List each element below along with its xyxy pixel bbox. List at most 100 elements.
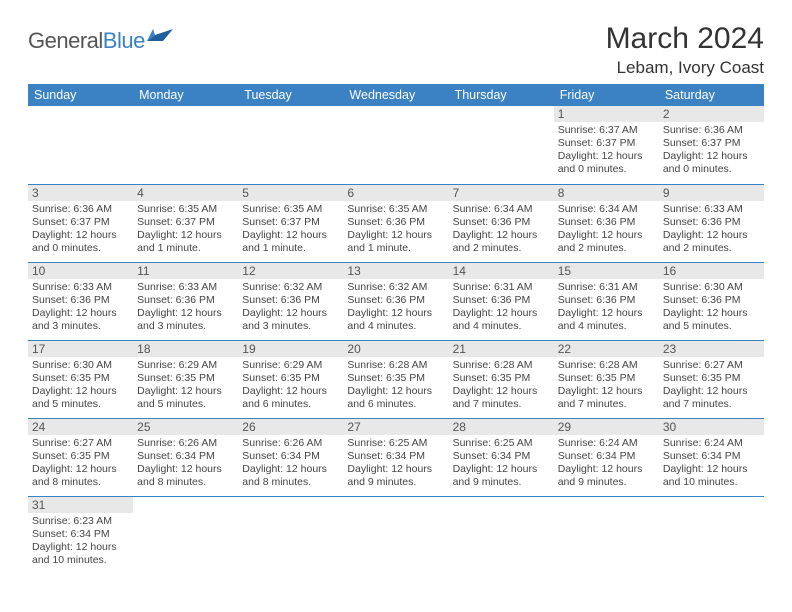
sunset-text: Sunset: 6:35 PM <box>663 372 760 385</box>
weekday-header: Tuesday <box>238 84 343 106</box>
sunrise-text: Sunrise: 6:31 AM <box>558 281 655 294</box>
day-number: 22 <box>554 341 659 357</box>
calendar-cell: 9Sunrise: 6:33 AMSunset: 6:36 PMDaylight… <box>659 184 764 262</box>
calendar-row: 10Sunrise: 6:33 AMSunset: 6:36 PMDayligh… <box>28 262 764 340</box>
sunrise-text: Sunrise: 6:24 AM <box>663 437 760 450</box>
day-number: 16 <box>659 263 764 279</box>
sunrise-text: Sunrise: 6:33 AM <box>137 281 234 294</box>
calendar-cell: 28Sunrise: 6:25 AMSunset: 6:34 PMDayligh… <box>449 418 554 496</box>
sunrise-text: Sunrise: 6:23 AM <box>32 515 129 528</box>
day-number: 13 <box>343 263 448 279</box>
day-number: 10 <box>28 263 133 279</box>
sunset-text: Sunset: 6:36 PM <box>347 294 444 307</box>
sunset-text: Sunset: 6:34 PM <box>32 528 129 541</box>
calendar-cell: 11Sunrise: 6:33 AMSunset: 6:36 PMDayligh… <box>133 262 238 340</box>
calendar-row: 24Sunrise: 6:27 AMSunset: 6:35 PMDayligh… <box>28 418 764 496</box>
sunrise-text: Sunrise: 6:29 AM <box>137 359 234 372</box>
sunset-text: Sunset: 6:34 PM <box>663 450 760 463</box>
daylight-text: Daylight: 12 hours and 9 minutes. <box>347 463 444 489</box>
calendar-cell <box>238 106 343 184</box>
day-content: Sunrise: 6:24 AMSunset: 6:34 PMDaylight:… <box>554 435 659 494</box>
day-number: 19 <box>238 341 343 357</box>
daylight-text: Daylight: 12 hours and 5 minutes. <box>663 307 760 333</box>
location-subtitle: Lebam, Ivory Coast <box>606 58 764 78</box>
daylight-text: Daylight: 12 hours and 5 minutes. <box>32 385 129 411</box>
day-number: 14 <box>449 263 554 279</box>
calendar-cell: 15Sunrise: 6:31 AMSunset: 6:36 PMDayligh… <box>554 262 659 340</box>
day-content: Sunrise: 6:35 AMSunset: 6:37 PMDaylight:… <box>133 201 238 260</box>
day-content: Sunrise: 6:32 AMSunset: 6:36 PMDaylight:… <box>343 279 448 338</box>
calendar-cell: 22Sunrise: 6:28 AMSunset: 6:35 PMDayligh… <box>554 340 659 418</box>
weekday-header: Saturday <box>659 84 764 106</box>
calendar-cell: 21Sunrise: 6:28 AMSunset: 6:35 PMDayligh… <box>449 340 554 418</box>
daylight-text: Daylight: 12 hours and 7 minutes. <box>558 385 655 411</box>
daylight-text: Daylight: 12 hours and 4 minutes. <box>558 307 655 333</box>
calendar-cell: 23Sunrise: 6:27 AMSunset: 6:35 PMDayligh… <box>659 340 764 418</box>
sunset-text: Sunset: 6:35 PM <box>347 372 444 385</box>
day-number: 8 <box>554 185 659 201</box>
sunset-text: Sunset: 6:36 PM <box>453 294 550 307</box>
calendar-cell <box>343 106 448 184</box>
sunset-text: Sunset: 6:36 PM <box>242 294 339 307</box>
calendar-cell <box>133 106 238 184</box>
day-content: Sunrise: 6:30 AMSunset: 6:35 PMDaylight:… <box>28 357 133 416</box>
weekday-header: Friday <box>554 84 659 106</box>
calendar-cell: 24Sunrise: 6:27 AMSunset: 6:35 PMDayligh… <box>28 418 133 496</box>
day-content: Sunrise: 6:34 AMSunset: 6:36 PMDaylight:… <box>554 201 659 260</box>
sunset-text: Sunset: 6:35 PM <box>558 372 655 385</box>
sunrise-text: Sunrise: 6:32 AM <box>347 281 444 294</box>
calendar-cell: 27Sunrise: 6:25 AMSunset: 6:34 PMDayligh… <box>343 418 448 496</box>
sunrise-text: Sunrise: 6:28 AM <box>558 359 655 372</box>
calendar-cell <box>554 496 659 574</box>
day-content: Sunrise: 6:28 AMSunset: 6:35 PMDaylight:… <box>554 357 659 416</box>
calendar-cell <box>343 496 448 574</box>
sunrise-text: Sunrise: 6:33 AM <box>663 203 760 216</box>
day-content: Sunrise: 6:31 AMSunset: 6:36 PMDaylight:… <box>554 279 659 338</box>
day-content: Sunrise: 6:27 AMSunset: 6:35 PMDaylight:… <box>28 435 133 494</box>
day-number: 24 <box>28 419 133 435</box>
sunset-text: Sunset: 6:35 PM <box>32 372 129 385</box>
day-number: 7 <box>449 185 554 201</box>
logo-text-general: General <box>28 28 103 54</box>
calendar-cell: 31Sunrise: 6:23 AMSunset: 6:34 PMDayligh… <box>28 496 133 574</box>
sunset-text: Sunset: 6:35 PM <box>242 372 339 385</box>
logo-text-blue: Blue <box>103 28 145 54</box>
daylight-text: Daylight: 12 hours and 8 minutes. <box>32 463 129 489</box>
logo: GeneralBlue <box>28 28 173 54</box>
calendar-cell: 26Sunrise: 6:26 AMSunset: 6:34 PMDayligh… <box>238 418 343 496</box>
daylight-text: Daylight: 12 hours and 7 minutes. <box>453 385 550 411</box>
daylight-text: Daylight: 12 hours and 1 minute. <box>137 229 234 255</box>
calendar-cell: 16Sunrise: 6:30 AMSunset: 6:36 PMDayligh… <box>659 262 764 340</box>
weekday-header: Monday <box>133 84 238 106</box>
sunrise-text: Sunrise: 6:30 AM <box>32 359 129 372</box>
day-content: Sunrise: 6:24 AMSunset: 6:34 PMDaylight:… <box>659 435 764 494</box>
day-number: 20 <box>343 341 448 357</box>
sunset-text: Sunset: 6:37 PM <box>663 137 760 150</box>
sunrise-text: Sunrise: 6:34 AM <box>453 203 550 216</box>
day-content: Sunrise: 6:33 AMSunset: 6:36 PMDaylight:… <box>133 279 238 338</box>
calendar-cell <box>238 496 343 574</box>
sunset-text: Sunset: 6:36 PM <box>663 294 760 307</box>
daylight-text: Daylight: 12 hours and 5 minutes. <box>137 385 234 411</box>
day-number: 18 <box>133 341 238 357</box>
calendar-cell <box>449 106 554 184</box>
daylight-text: Daylight: 12 hours and 4 minutes. <box>347 307 444 333</box>
sunset-text: Sunset: 6:36 PM <box>453 216 550 229</box>
sunrise-text: Sunrise: 6:25 AM <box>453 437 550 450</box>
day-number: 23 <box>659 341 764 357</box>
sunset-text: Sunset: 6:37 PM <box>137 216 234 229</box>
day-number: 15 <box>554 263 659 279</box>
day-number: 3 <box>28 185 133 201</box>
daylight-text: Daylight: 12 hours and 3 minutes. <box>137 307 234 333</box>
day-number: 31 <box>28 497 133 513</box>
day-content: Sunrise: 6:29 AMSunset: 6:35 PMDaylight:… <box>238 357 343 416</box>
sunset-text: Sunset: 6:35 PM <box>137 372 234 385</box>
calendar-cell: 14Sunrise: 6:31 AMSunset: 6:36 PMDayligh… <box>449 262 554 340</box>
sunset-text: Sunset: 6:36 PM <box>347 216 444 229</box>
sunset-text: Sunset: 6:34 PM <box>137 450 234 463</box>
day-content: Sunrise: 6:28 AMSunset: 6:35 PMDaylight:… <box>449 357 554 416</box>
sunset-text: Sunset: 6:37 PM <box>242 216 339 229</box>
day-content: Sunrise: 6:26 AMSunset: 6:34 PMDaylight:… <box>133 435 238 494</box>
daylight-text: Daylight: 12 hours and 9 minutes. <box>453 463 550 489</box>
calendar-cell: 25Sunrise: 6:26 AMSunset: 6:34 PMDayligh… <box>133 418 238 496</box>
